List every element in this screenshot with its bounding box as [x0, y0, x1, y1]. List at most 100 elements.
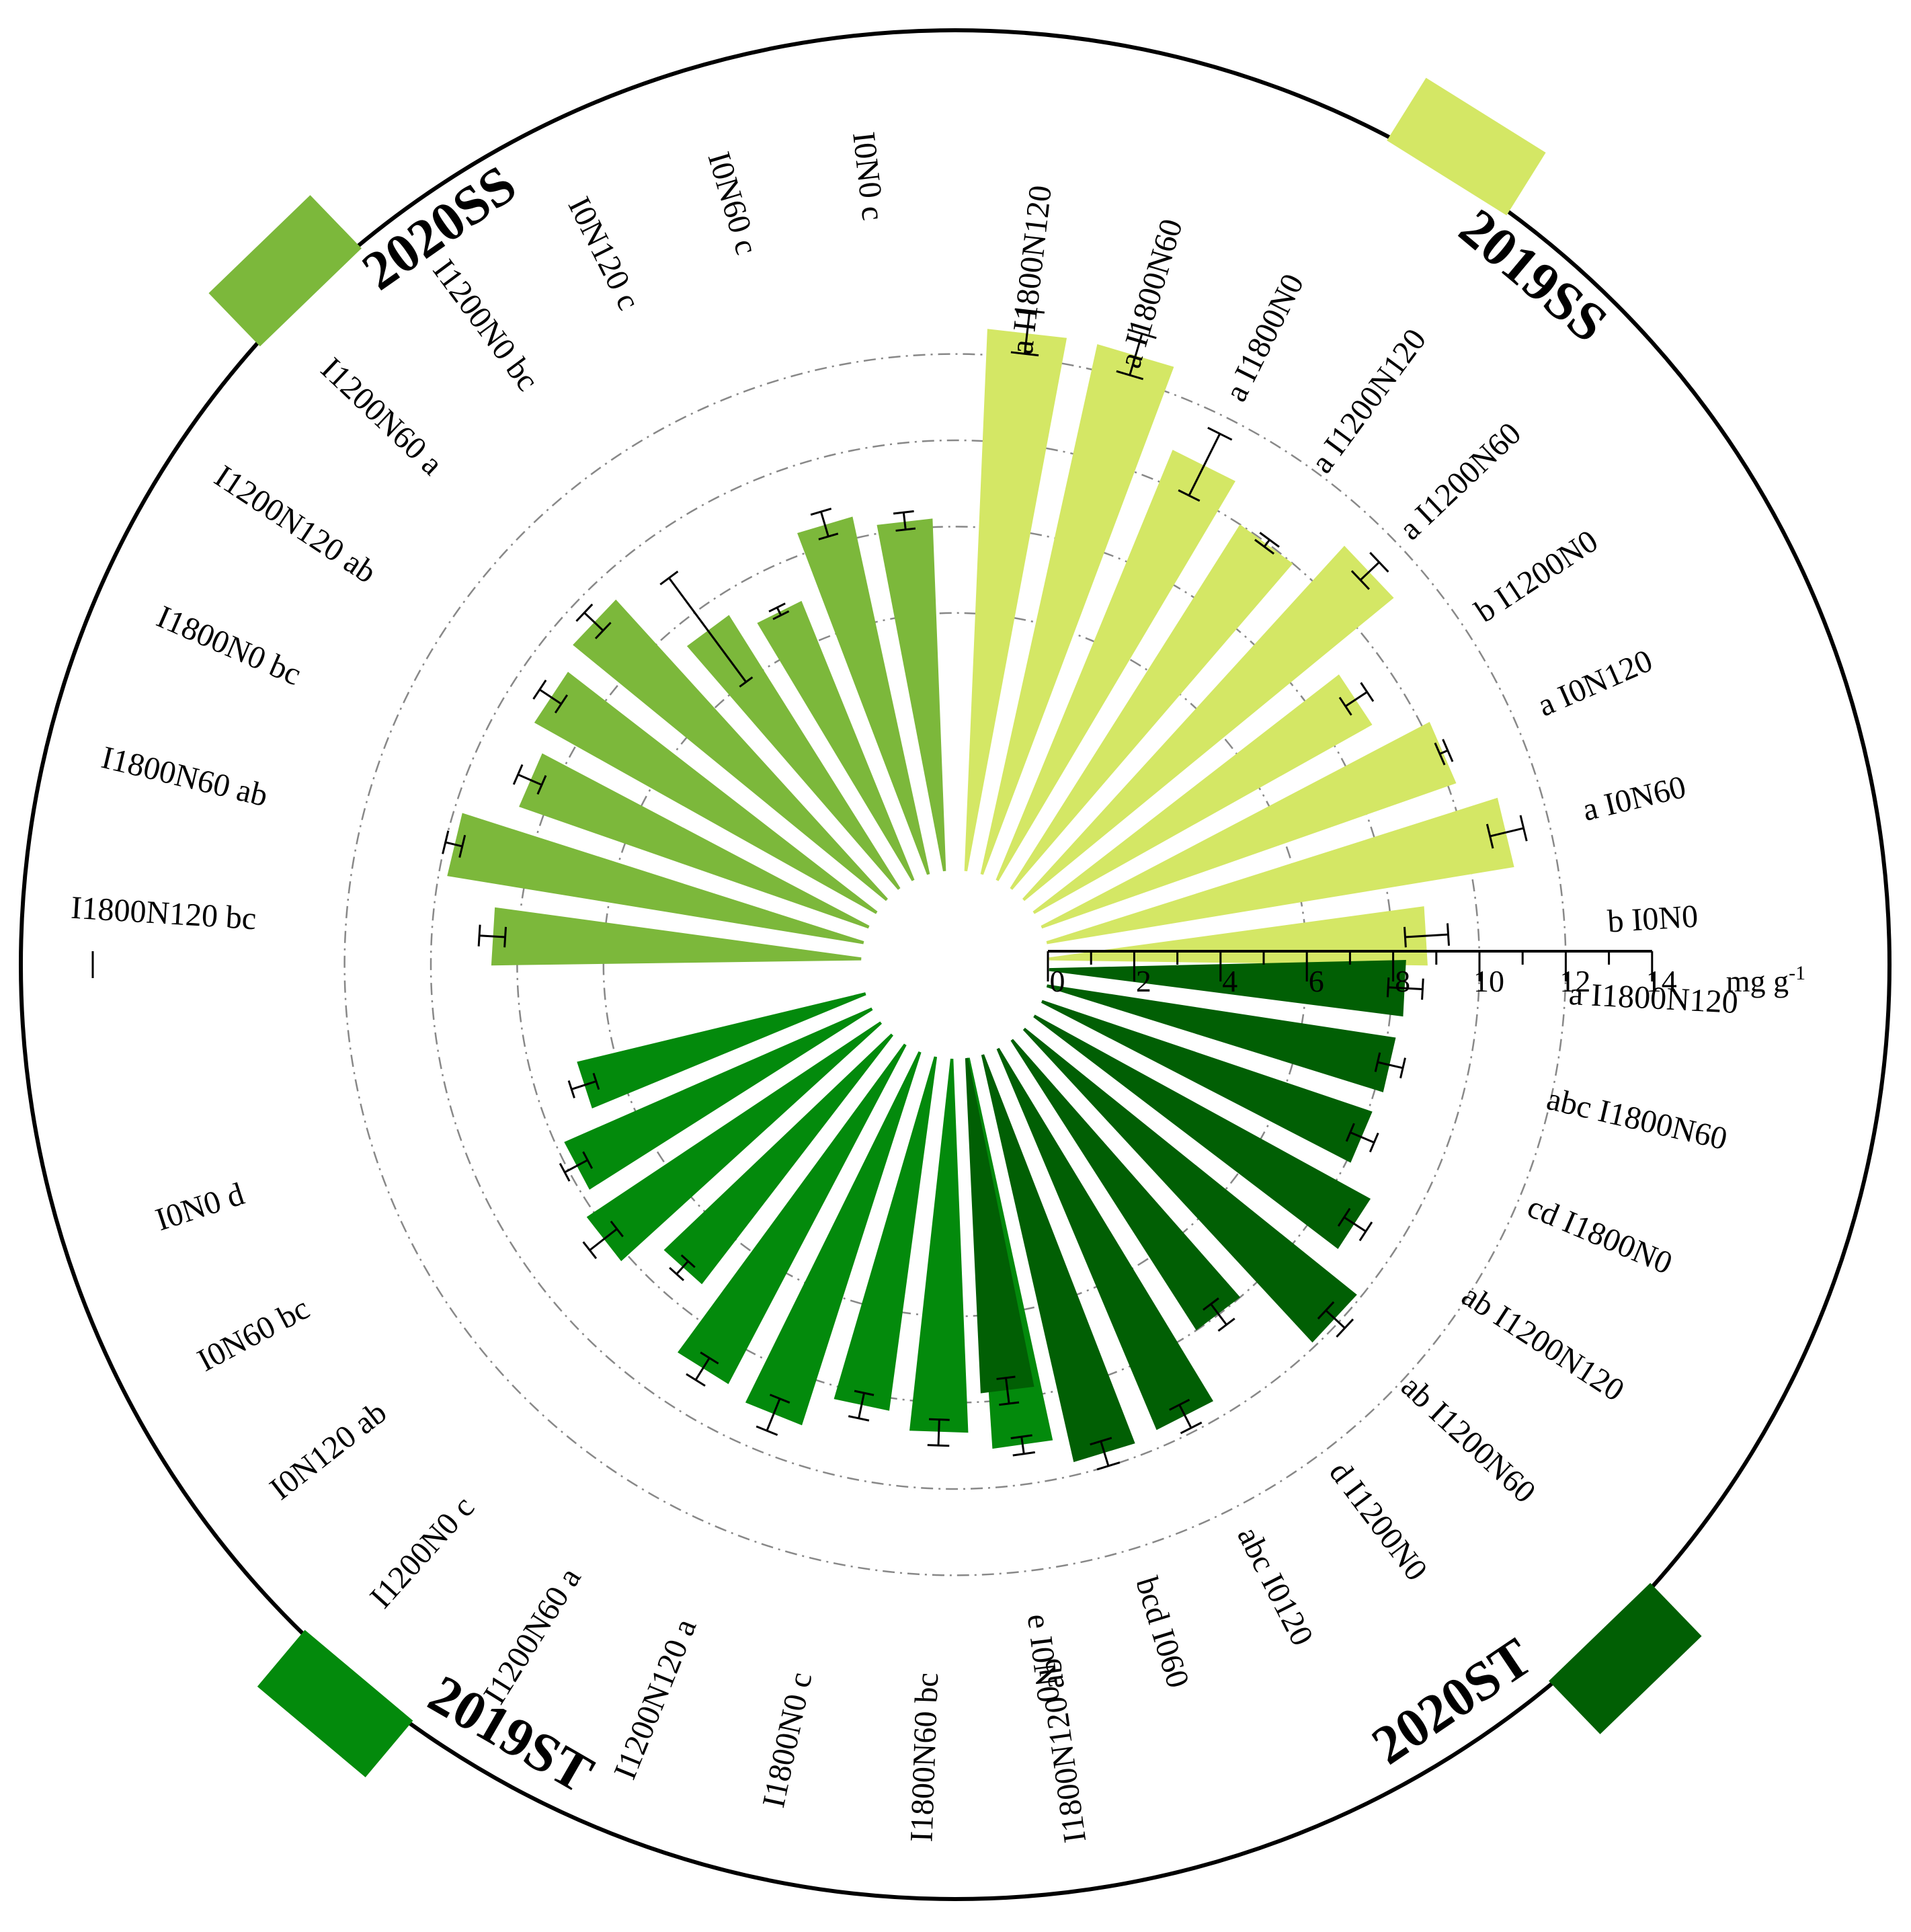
- error-cap: [1254, 538, 1275, 555]
- bar: [981, 1054, 1135, 1463]
- error-cap: [1434, 742, 1446, 766]
- error-bar: [1345, 691, 1368, 707]
- bar: [519, 753, 870, 929]
- error-cap: [1180, 1421, 1203, 1435]
- error-bar: [1129, 333, 1143, 376]
- category-label: I0N120 c: [561, 192, 647, 316]
- category-label: abc I0120: [1230, 1521, 1320, 1652]
- error-cap: [1169, 1398, 1190, 1411]
- error-cap: [1358, 1221, 1373, 1242]
- group-name: 2020ST: [1361, 1626, 1543, 1776]
- category-label: I1800N0 c: [756, 1669, 819, 1811]
- error-cap: [1096, 1461, 1121, 1471]
- error-bar: [1020, 1437, 1025, 1455]
- error-cap: [1317, 1301, 1335, 1320]
- error-cap: [1207, 426, 1233, 441]
- error-cap: [554, 694, 569, 714]
- bar: [980, 344, 1174, 875]
- error-bar: [819, 511, 829, 537]
- error-cap: [895, 527, 916, 532]
- category-label: a I1800N120: [1568, 976, 1739, 1020]
- legend-swatch: [1387, 77, 1546, 216]
- bar: [1033, 1014, 1371, 1249]
- error-bar: [445, 841, 462, 848]
- bar: [534, 672, 878, 914]
- legend-swatch: [1549, 1582, 1702, 1734]
- error-cap: [477, 924, 481, 947]
- error-cap: [559, 1162, 571, 1182]
- category-label: bcd I060: [1129, 1573, 1196, 1692]
- error-cap: [1217, 1318, 1235, 1332]
- category-label: I1800N60 bc: [903, 1672, 945, 1843]
- error-bar: [858, 1393, 865, 1419]
- bars: [447, 329, 1514, 1463]
- category-label: e I0N0: [1020, 1612, 1067, 1704]
- error-cap: [1010, 351, 1039, 357]
- error-cap: [575, 603, 594, 622]
- error-cap: [810, 508, 832, 516]
- error-cap: [1519, 815, 1528, 842]
- bar: [995, 450, 1235, 881]
- category-label: I1200N120 a: [607, 1614, 704, 1784]
- group-name: 2019SS: [1448, 197, 1619, 354]
- category-label: I1200N60 a: [314, 351, 450, 482]
- category-label: ab I1200N60: [1394, 1369, 1542, 1511]
- bar: [1032, 674, 1373, 914]
- error-cap: [1399, 1057, 1406, 1079]
- error-bar: [668, 577, 747, 683]
- category-label: I1800N120 bc: [70, 890, 257, 937]
- bar: [996, 1047, 1213, 1431]
- error-bar: [538, 688, 562, 705]
- error-cap: [1012, 1451, 1035, 1457]
- error-bar: [1024, 311, 1031, 354]
- error-bar: [517, 773, 542, 786]
- error-cap: [1259, 532, 1280, 548]
- axis-tick-label: 10: [1473, 964, 1504, 998]
- category-label: a I1800N120: [1004, 184, 1059, 356]
- radial-axis: 0 2 4 6 8 10 12 14 mg g-1: [91, 950, 1805, 998]
- bar: [491, 907, 862, 966]
- error-bar: [1350, 1131, 1375, 1144]
- category-label: I0N60 bc: [192, 1290, 315, 1378]
- bar: [1010, 1039, 1241, 1330]
- axis-tick-label: 8: [1395, 964, 1410, 998]
- error-bar: [1405, 933, 1449, 938]
- axis-tick-label: 2: [1136, 964, 1151, 998]
- axis-tick-label: 14: [1646, 964, 1677, 998]
- error-cap: [1360, 682, 1375, 702]
- error-cap: [999, 1401, 1020, 1406]
- bar: [797, 516, 930, 875]
- bar: [1022, 1027, 1357, 1343]
- error-cap: [594, 622, 612, 639]
- error-cap: [848, 1415, 870, 1422]
- category-label: cd I1800N0: [1522, 1189, 1678, 1281]
- error-bar: [1188, 433, 1221, 496]
- category-label: I1800N0 bc: [152, 599, 307, 693]
- error-cap: [756, 1425, 778, 1437]
- bar: [1022, 545, 1394, 901]
- error-cap: [769, 1394, 790, 1404]
- category-label: a I1800N0: [1218, 268, 1311, 407]
- bar: [757, 600, 915, 881]
- category-label: ab I1200N120: [1456, 1277, 1631, 1408]
- error-cap: [1090, 1437, 1112, 1446]
- bar: [1049, 906, 1428, 966]
- category-label: I0N120 ab: [263, 1394, 393, 1506]
- error-cap: [610, 1220, 624, 1238]
- bar: [1041, 721, 1457, 929]
- axis-tick-label: 4: [1222, 964, 1237, 998]
- error-cap: [1178, 489, 1201, 502]
- error-cap: [893, 510, 914, 515]
- bar: [1046, 797, 1514, 944]
- error-cap: [442, 830, 450, 854]
- error-bar: [1210, 1303, 1227, 1326]
- error-cap: [1442, 739, 1454, 762]
- bar: [678, 1043, 907, 1385]
- error-cap: [700, 1351, 719, 1365]
- category-label: a I0N60: [1579, 769, 1689, 828]
- error-cap: [680, 1254, 696, 1269]
- error-cap: [1421, 978, 1424, 1000]
- error-cap: [592, 1072, 600, 1090]
- category-label: I0N0 d: [151, 1176, 248, 1238]
- error-bar: [1343, 1216, 1367, 1233]
